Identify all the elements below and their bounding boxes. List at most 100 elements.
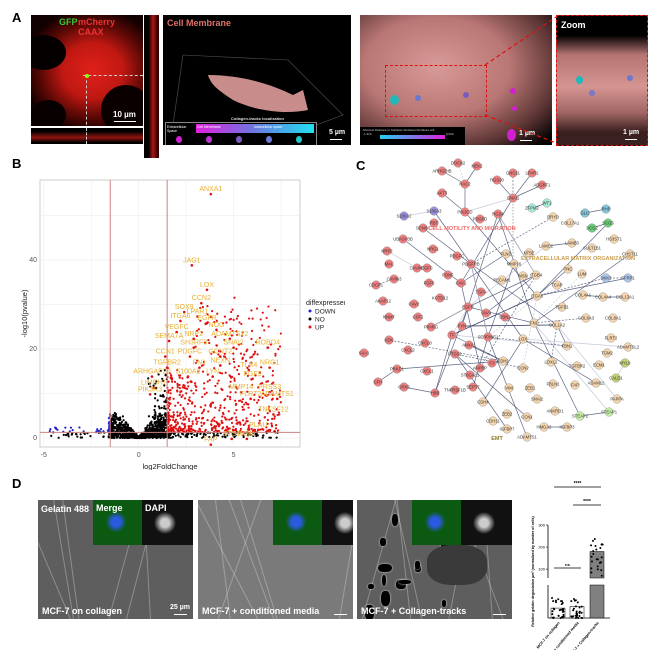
network-node[interactable]: ANPEP [473,363,487,373]
network-node[interactable]: SCG2 [586,223,598,233]
network-node[interactable]: LAMC2 [539,241,554,251]
network-node[interactable]: STEAP1 [601,407,618,417]
network-node[interactable]: CCN1 [521,412,533,422]
network-node[interactable]: ADAMTSL2 [617,342,640,352]
network-node[interactable]: SAA1 [359,348,370,358]
network-node[interactable]: LOXL2 [544,357,558,367]
network-node[interactable]: COL6A3 [578,313,595,323]
network-node[interactable]: ZEB1 [525,383,536,393]
network-node[interactable]: CDH2 [497,356,509,366]
network-node[interactable]: CALD1 [609,373,623,383]
network-node[interactable]: ANXA1 [462,340,477,350]
network-node[interactable]: CDH11 [486,416,500,426]
network-node[interactable]: S100A3 [427,206,443,216]
network-node[interactable]: SFRP1 [621,273,635,283]
network-node[interactable]: ADGRF1 [534,180,552,190]
network-node[interactable]: IGFBP7 [500,424,516,434]
network-node[interactable]: EGFR [462,302,474,312]
network-node[interactable]: PPARG [424,322,438,332]
network-node[interactable]: MMP16 [507,259,522,269]
network-node[interactable]: COL4A1 [575,290,592,300]
network-node[interactable]: ADK [384,335,394,345]
network-node[interactable]: NRP2 [381,246,393,256]
network-node[interactable]: RAC2 [459,179,471,189]
network-node[interactable]: NRG1 [427,244,439,254]
network-node[interactable]: LPAR1 [526,168,540,178]
network-node[interactable]: RBT [429,218,439,228]
network-node[interactable]: ST6GAL1 [461,370,480,380]
network-node[interactable]: ITGB4 [530,270,543,280]
network-node[interactable]: ZFPM2 [525,203,540,213]
network-node[interactable]: DRYD [547,212,559,222]
network-node[interactable]: RGS4 [492,209,504,219]
network-node[interactable]: PIK3CD [457,207,473,217]
network-node[interactable]: CXCL8 [418,338,432,348]
network-node[interactable]: PTGS2 [448,349,463,359]
network-node[interactable]: TNFRSF1B [444,385,466,395]
network-node[interactable]: TGFA [476,287,487,297]
network-node[interactable]: FBN1 [562,341,573,351]
network-node[interactable]: FBLN1 [546,379,560,389]
network-node[interactable]: TGM2 [601,348,613,358]
network-node[interactable]: STEAP2 [572,411,589,421]
network-node[interactable]: COL4A4 [595,292,612,302]
network-node[interactable]: MYL9 [620,358,632,368]
network-node[interactable]: AKAP12 [375,296,392,306]
network-node[interactable]: CXCL2 [401,345,415,355]
network-node[interactable]: PECAM1 [493,275,511,285]
network-node[interactable]: NEK2 [472,161,484,171]
network-node[interactable]: NT5E [524,248,535,258]
network-node[interactable]: EGFC [421,263,433,273]
network-node[interactable]: PAPPA [610,394,624,404]
network-node[interactable]: IGFBP3 [560,422,576,432]
network-node[interactable]: S100A2 [397,211,413,221]
network-node[interactable]: NNMT [383,312,396,322]
network-node[interactable]: SULT1B1 [583,243,602,253]
network-node[interactable]: AKT3 [437,188,448,198]
network-node[interactable]: TNC [563,264,573,274]
network-node[interactable]: CFH [373,377,383,387]
network-node[interactable]: FLRT2 [605,333,618,343]
network-node[interactable]: MAL [384,259,394,269]
network-node[interactable]: GRK5 [398,382,410,392]
network-node[interactable]: LOX [518,334,528,344]
network-node[interactable]: GLI2 [580,208,590,218]
network-node[interactable]: ARHGDIB [432,166,452,176]
network-node[interactable]: CCN2 [517,363,529,373]
network-node[interactable]: COL13A1 [616,292,635,302]
network-node[interactable]: PDGFC [450,251,465,261]
network-node[interactable]: TGFB1 [555,302,569,312]
network-node[interactable]: FYN [457,321,467,331]
network-node[interactable]: SCN5A [416,223,430,233]
network-node[interactable]: FAP [570,380,580,390]
network-node[interactable]: KCTD12 [432,293,449,303]
network-node[interactable]: CAVIN2 [410,263,425,273]
network-node[interactable]: RHP [601,204,611,214]
network-node[interactable]: CAV2 [409,299,420,309]
network-node[interactable]: F3 [487,358,497,368]
network-node[interactable]: ADAM12 [588,378,605,388]
network-node[interactable]: HBB [430,388,440,398]
network-node[interactable]: VIM [504,383,514,393]
network-node[interactable]: SEPT7 [466,382,480,392]
network-node[interactable]: SERPINE1 [478,332,499,342]
network-node[interactable]: SNAI2 [531,394,544,404]
network-node[interactable]: HMGA2 [537,422,553,432]
network-node[interactable]: CAV1 [456,278,467,288]
network-node[interactable]: CSF1 [413,312,424,322]
network-node[interactable]: DBN1 [499,312,511,322]
network-node[interactable]: CDCP1 [369,280,384,290]
network-node[interactable]: LAMB3 [565,238,580,248]
network-node[interactable]: TGFBR2 [569,361,586,371]
network-node[interactable]: GNG11 [506,168,521,178]
network-node[interactable]: FLNC [501,249,512,259]
network-node[interactable]: TCAP [551,280,563,290]
network-node[interactable]: CDH4 [477,397,489,407]
network-node[interactable]: SCG5 [602,218,614,228]
network-node[interactable]: PDGFD [473,214,488,224]
network-node[interactable]: CAVIN3 [387,274,402,284]
network-node[interactable]: DOCK2 [451,158,466,168]
network-node[interactable]: PDGFRB [462,259,480,269]
network-node[interactable]: ZEB2 [502,409,513,419]
network-node[interactable]: MSN [518,271,528,281]
